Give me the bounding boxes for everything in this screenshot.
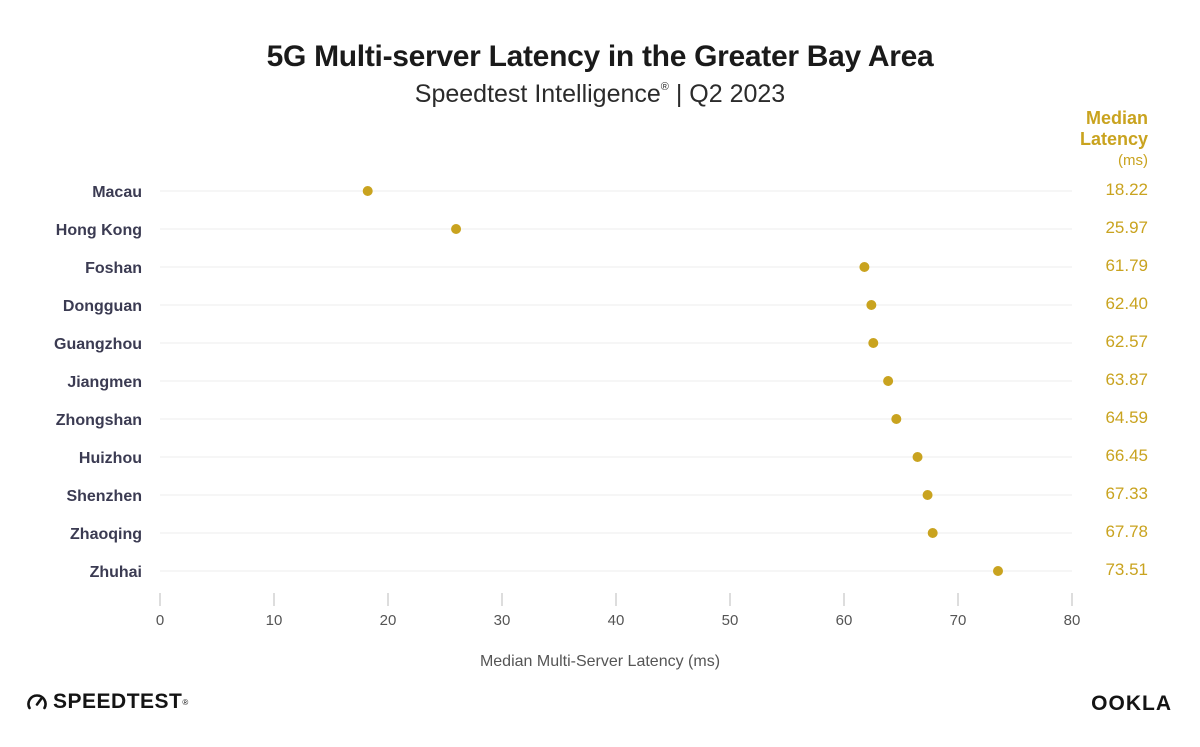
speedtest-logo: SPEEDTEST ® (26, 690, 189, 714)
category-label: Foshan (85, 260, 142, 277)
median-latency-header: Median Latency (ms) (1080, 108, 1148, 171)
x-tick-label: 0 (156, 612, 164, 629)
x-tick-label: 40 (608, 612, 625, 629)
data-point (883, 376, 894, 386)
category-label: Jiangmen (67, 374, 142, 391)
category-label: Huizhou (79, 450, 142, 467)
value-label: 66.45 (1105, 446, 1148, 465)
x-axis: 0 10 20 30 40 50 60 70 80 Median Multi-Server Lat… (156, 593, 1081, 670)
value-label: 63.87 (1105, 370, 1148, 389)
value-label: 67.33 (1105, 484, 1148, 503)
ookla-logo: OOKLA (1091, 692, 1172, 715)
registered-mark: ® (660, 81, 669, 93)
value-label: 18.22 (1105, 180, 1148, 199)
chart-title: 5G Multi-server Latency in the Greater B… (266, 40, 934, 73)
data-point (362, 186, 373, 196)
category-label: Dongguan (63, 298, 142, 315)
x-axis-title: Median Multi-Server Latency (ms) (480, 653, 720, 670)
data-point (891, 414, 902, 424)
median-header-line-2: Latency (1079, 129, 1148, 149)
subtitle-main: Speedtest Intelligence (414, 80, 661, 108)
category-label: Macau (92, 184, 142, 201)
category-labels: Macau Hong Kong Foshan Dongguan Guangzhou Jia… (54, 184, 142, 581)
value-label: 25.97 (1105, 218, 1148, 237)
data-point (993, 566, 1004, 576)
data-point (912, 452, 923, 462)
subtitle-period: | Q2 2023 (668, 80, 786, 108)
value-label: 73.51 (1105, 560, 1148, 579)
grid-lines (160, 190, 1072, 572)
data-point (859, 262, 870, 272)
speedtest-registered-mark: ® (182, 697, 189, 707)
category-label: Zhaoqing (70, 526, 142, 543)
speedtest-wordmark: SPEEDTEST (53, 690, 183, 713)
x-tick-label: 50 (722, 612, 739, 629)
value-label: 64.59 (1105, 408, 1148, 427)
category-label: Guangzhou (54, 336, 142, 353)
data-point (866, 300, 877, 310)
x-tick-label: 30 (494, 612, 511, 629)
data-point (927, 528, 938, 538)
median-header-line-1: Median (1085, 108, 1148, 128)
category-label: Zhuhai (90, 564, 142, 581)
category-label: Hong Kong (56, 222, 142, 239)
speedometer-icon (27, 694, 47, 710)
chart-subtitle: Speedtest Intelligence® | Q2 2023 (0, 80, 1200, 109)
data-points (362, 186, 1004, 576)
value-label: 62.40 (1105, 294, 1148, 313)
value-labels: 18.22 25.97 61.79 62.40 62.57 63.87 64.59 66.45… (1105, 180, 1148, 579)
value-label: 67.78 (1105, 522, 1148, 541)
data-point (868, 338, 879, 348)
category-label: Shenzhen (66, 488, 142, 505)
x-tick-label: 70 (950, 612, 967, 629)
x-tick-label: 10 (266, 612, 283, 629)
median-header-unit: (ms) (1118, 152, 1148, 169)
value-label: 61.79 (1105, 256, 1148, 275)
data-point (451, 224, 462, 234)
data-point (922, 490, 933, 500)
x-tick-label: 60 (836, 612, 853, 629)
x-tick-label: 20 (380, 612, 397, 629)
x-tick-label: 80 (1064, 612, 1081, 629)
value-label: 62.57 (1105, 332, 1148, 351)
category-label: Zhongshan (56, 412, 142, 429)
